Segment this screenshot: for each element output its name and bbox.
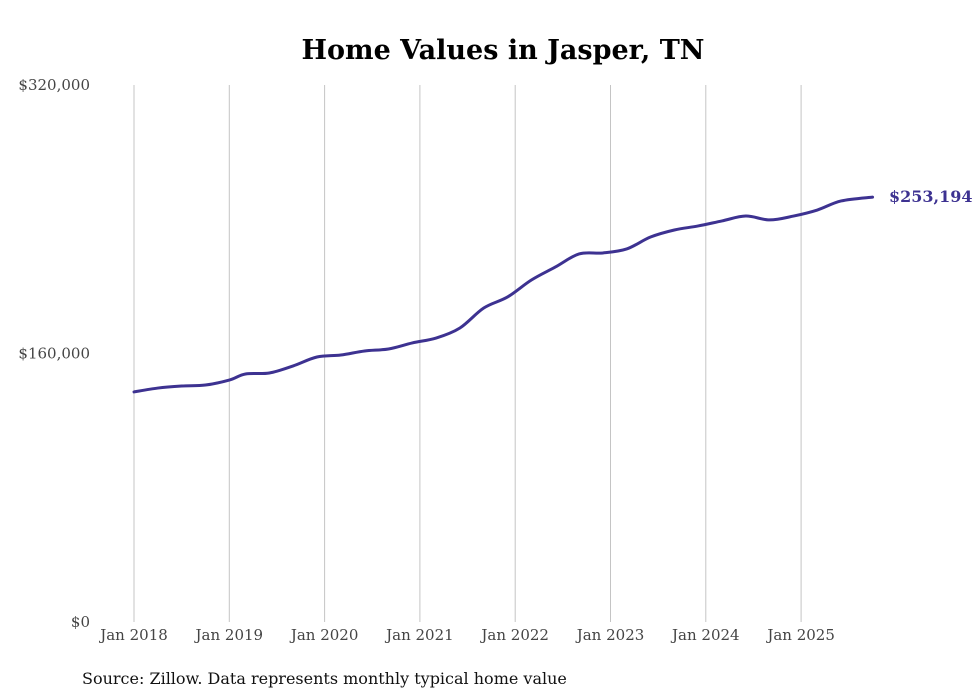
x-tick-label: Jan 2023 [575,626,645,644]
x-axis: Jan 2018 Jan 2019 Jan 2020 Jan 2021 Jan 2022… [98,626,835,644]
y-axis: $0 $160,000 $320,000 [18,76,90,631]
x-tick-label: Jan 2022 [479,626,549,644]
x-tick-label: Jan 2021 [384,626,454,644]
source-note: Source: Zillow. Data represents monthly … [82,669,567,688]
gridlines [133,85,802,622]
series-group [132,195,875,394]
series-line [132,195,875,394]
x-tick-label: Jan 2020 [289,626,359,644]
x-tick-label: Jan 2024 [670,626,740,644]
end-value-label: $253,194 [889,187,973,206]
x-tick-label: Jan 2018 [98,626,168,644]
x-tick-label: Jan 2019 [194,626,264,644]
y-tick-label: $160,000 [18,345,90,363]
chart-title: Home Values in Jasper, TN [302,35,705,66]
x-tick-label: Jan 2025 [765,626,835,644]
y-tick-label: $0 [71,613,90,631]
y-tick-label: $320,000 [18,76,90,94]
